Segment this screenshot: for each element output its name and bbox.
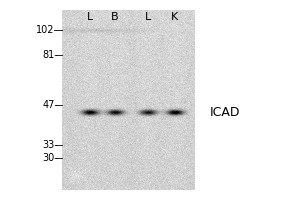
Text: 102-: 102-	[36, 25, 58, 35]
Text: 33-: 33-	[42, 140, 58, 150]
Text: ICAD: ICAD	[210, 106, 241, 118]
Text: L: L	[145, 12, 151, 22]
Text: 47-: 47-	[42, 100, 58, 110]
Text: L: L	[87, 12, 93, 22]
Text: K: K	[171, 12, 178, 22]
Text: 30-: 30-	[42, 153, 58, 163]
Text: 81-: 81-	[42, 50, 58, 60]
Text: B: B	[111, 12, 119, 22]
